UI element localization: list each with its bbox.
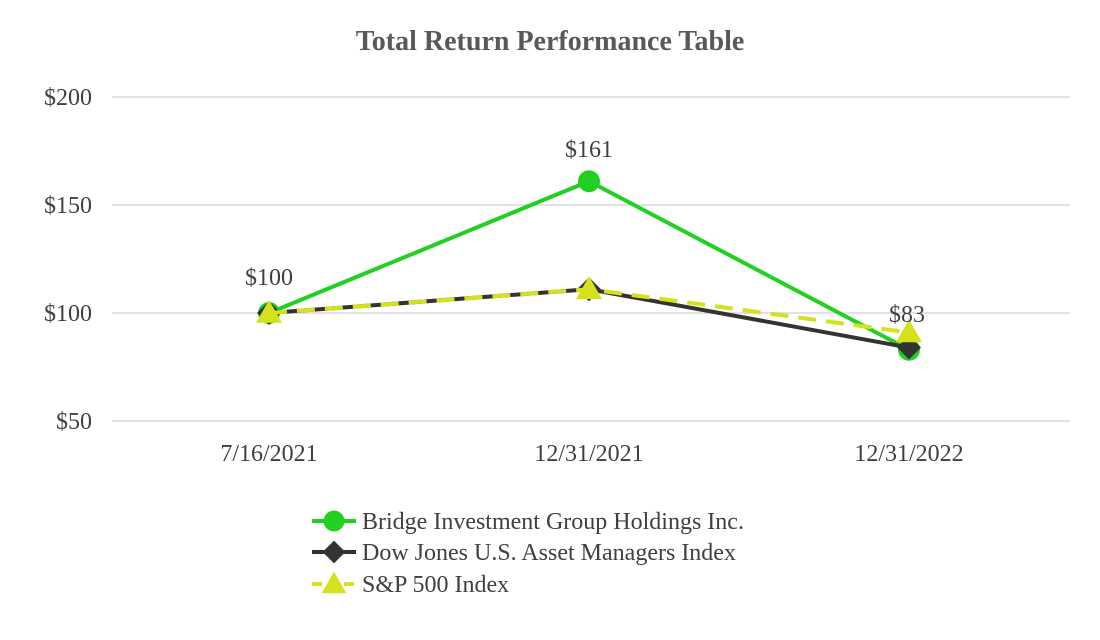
y-axis-ticks: $200 $150 $100 $50 [44,85,92,435]
legend: Bridge Investment Group Holdings Inc. Dow… [312,509,744,598]
x-tick-label: 12/31/2022 [854,441,963,467]
x-axis-ticks: 7/16/2021 12/31/2021 12/31/2022 [220,441,963,467]
series-point [256,300,282,323]
y-tick-label: $50 [56,409,92,435]
data-label: $161 [565,137,613,163]
legend-entry: S&P 500 Index [312,571,509,598]
y-tick-label: $150 [44,193,92,219]
series-point [896,319,922,343]
legend-label: S&P 500 Index [362,572,509,598]
y-tick-label: $200 [44,85,92,111]
series-2 [256,276,922,343]
x-tick-label: 12/31/2021 [534,441,643,467]
legend-label: Bridge Investment Group Holdings Inc. [362,509,744,535]
series-point [578,170,600,193]
series-lines [256,170,922,361]
series-point [321,571,347,594]
data-labels: $100 $161 $83 [245,137,925,328]
x-tick-label: 7/16/2021 [220,441,317,467]
data-label: $100 [245,265,293,291]
series-point [322,540,346,564]
series-point [323,510,345,532]
y-tick-label: $100 [44,301,92,327]
series-point [576,276,602,299]
legend-label: Dow Jones U.S. Asset Managers Index [362,540,736,566]
legend-entry: Dow Jones U.S. Asset Managers Index [312,540,736,566]
legend-entry: Bridge Investment Group Holdings Inc. [312,509,744,535]
series-line [268,179,910,352]
data-label: $83 [889,302,925,328]
chart-title: Total Return Performance Table [356,26,745,57]
